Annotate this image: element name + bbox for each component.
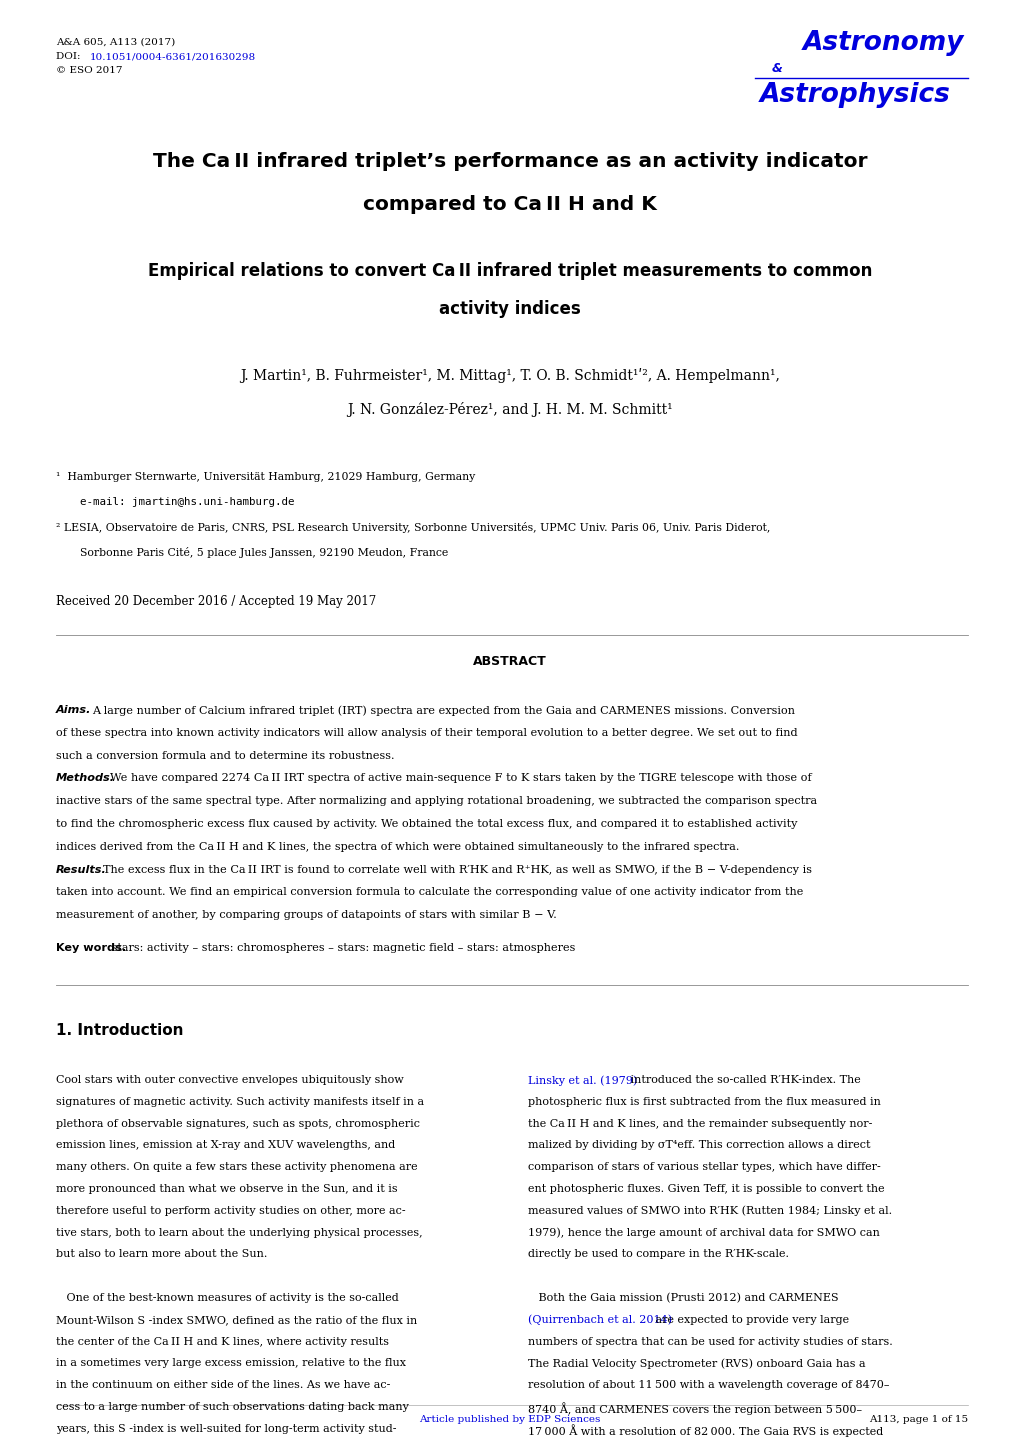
Text: 17 000 Å with a resolution of 82 000. The Gaia RVS is expected: 17 000 Å with a resolution of 82 000. Th…	[528, 1423, 882, 1436]
Text: directly be used to compare in the R′HK-scale.: directly be used to compare in the R′HK-…	[528, 1249, 789, 1259]
Text: years, this S -index is well-suited for long-term activity stud-: years, this S -index is well-suited for …	[56, 1423, 396, 1433]
Text: J. Martin¹, B. Fuhrmeister¹, M. Mittag¹, T. O. B. Schmidt¹ʹ², A. Hempelmann¹,: J. Martin¹, B. Fuhrmeister¹, M. Mittag¹,…	[239, 368, 780, 384]
Text: We have compared 2274 Ca II IRT spectra of active main-sequence F to K stars tak: We have compared 2274 Ca II IRT spectra …	[110, 773, 811, 783]
Text: therefore useful to perform activity studies on other, more ac-: therefore useful to perform activity stu…	[56, 1206, 406, 1216]
Text: The excess flux in the Ca II IRT is found to correlate well with R′HK and R⁺HK, : The excess flux in the Ca II IRT is foun…	[103, 865, 811, 875]
Text: The Radial Velocity Spectrometer (RVS) onboard Gaia has a: The Radial Velocity Spectrometer (RVS) o…	[528, 1358, 865, 1368]
Text: numbers of spectra that can be used for activity studies of stars.: numbers of spectra that can be used for …	[528, 1337, 892, 1347]
Text: compared to Ca II H and K: compared to Ca II H and K	[363, 195, 656, 213]
Text: DOI:: DOI:	[56, 52, 84, 61]
Text: such a conversion formula and to determine its robustness.: such a conversion formula and to determi…	[56, 751, 394, 760]
Text: 10.1051/0004-6361/201630298: 10.1051/0004-6361/201630298	[90, 52, 256, 61]
Text: Article published by EDP Sciences: Article published by EDP Sciences	[419, 1415, 600, 1425]
Text: Received 20 December 2016 / Accepted 19 May 2017: Received 20 December 2016 / Accepted 19 …	[56, 596, 376, 609]
Text: A113, page 1 of 15: A113, page 1 of 15	[868, 1415, 967, 1425]
Text: One of the best-known measures of activity is the so-called: One of the best-known measures of activi…	[56, 1293, 398, 1304]
Text: Empirical relations to convert Ca II infrared triplet measurements to common: Empirical relations to convert Ca II inf…	[148, 262, 871, 280]
Text: 1979), hence the large amount of archival data for SMWO can: 1979), hence the large amount of archiva…	[528, 1227, 879, 1239]
Text: the center of the Ca II H and K lines, where activity results: the center of the Ca II H and K lines, w…	[56, 1337, 388, 1347]
Text: J. N. González-Pérez¹, and J. H. M. M. Schmitt¹: J. N. González-Pérez¹, and J. H. M. M. S…	[346, 402, 673, 417]
Text: Both the Gaia mission (Prusti 2012) and CARMENES: Both the Gaia mission (Prusti 2012) and …	[528, 1293, 838, 1304]
Text: malized by dividing by σT⁴eff. This correction allows a direct: malized by dividing by σT⁴eff. This corr…	[528, 1141, 869, 1151]
Text: Results.: Results.	[56, 865, 107, 875]
Text: plethora of observable signatures, such as spots, chromospheric: plethora of observable signatures, such …	[56, 1119, 420, 1129]
Text: resolution of about 11 500 with a wavelength coverage of 8470–: resolution of about 11 500 with a wavele…	[528, 1380, 889, 1390]
Text: ² LESIA, Observatoire de Paris, CNRS, PSL Research University, Sorbonne Universi: ² LESIA, Observatoire de Paris, CNRS, PS…	[56, 522, 769, 534]
Text: Astrophysics: Astrophysics	[759, 82, 950, 108]
Text: (Quirrenbach et al. 2014): (Quirrenbach et al. 2014)	[528, 1315, 672, 1325]
Text: many others. On quite a few stars these activity phenomena are: many others. On quite a few stars these …	[56, 1162, 417, 1172]
Text: Mount-Wilson S -index SMWO, defined as the ratio of the flux in: Mount-Wilson S -index SMWO, defined as t…	[56, 1315, 417, 1325]
Text: emission lines, emission at X-ray and XUV wavelengths, and: emission lines, emission at X-ray and XU…	[56, 1141, 395, 1151]
Text: measurement of another, by comparing groups of datapoints of stars with similar : measurement of another, by comparing gro…	[56, 910, 556, 920]
Text: e-mail: jmartin@hs.uni-hamburg.de: e-mail: jmartin@hs.uni-hamburg.de	[79, 497, 294, 508]
Text: of these spectra into known activity indicators will allow analysis of their tem: of these spectra into known activity ind…	[56, 728, 797, 738]
Text: activity indices: activity indices	[439, 300, 580, 319]
Text: Sorbonne Paris Cité, 5 place Jules Janssen, 92190 Meudon, France: Sorbonne Paris Cité, 5 place Jules Janss…	[79, 547, 447, 558]
Text: stars: activity – stars: chromospheres – stars: magnetic field – stars: atmosphe: stars: activity – stars: chromospheres –…	[108, 943, 575, 953]
Text: in a sometimes very large excess emission, relative to the flux: in a sometimes very large excess emissio…	[56, 1358, 406, 1368]
Text: 8740 Å, and CARMENES covers the region between 5 500–: 8740 Å, and CARMENES covers the region b…	[528, 1402, 861, 1415]
Text: &: &	[771, 62, 783, 75]
Text: are expected to provide very large: are expected to provide very large	[651, 1315, 848, 1325]
Text: to find the chromospheric excess flux caused by activity. We obtained the total : to find the chromospheric excess flux ca…	[56, 819, 797, 829]
Text: Methods.: Methods.	[56, 773, 115, 783]
Text: ¹  Hamburger Sternwarte, Universität Hamburg, 21029 Hamburg, Germany: ¹ Hamburger Sternwarte, Universität Hamb…	[56, 472, 475, 482]
Text: © ESO 2017: © ESO 2017	[56, 66, 122, 75]
Text: Astronomy: Astronomy	[802, 30, 963, 56]
Text: Cool stars with outer convective envelopes ubiquitously show: Cool stars with outer convective envelop…	[56, 1074, 404, 1084]
Text: A large number of Calcium infrared triplet (IRT) spectra are expected from the G: A large number of Calcium infrared tripl…	[92, 705, 794, 715]
Text: but also to learn more about the Sun.: but also to learn more about the Sun.	[56, 1249, 267, 1259]
Text: photospheric flux is first subtracted from the flux measured in: photospheric flux is first subtracted fr…	[528, 1097, 880, 1107]
Text: inactive stars of the same spectral type. After normalizing and applying rotatio: inactive stars of the same spectral type…	[56, 796, 816, 806]
Text: ent photospheric fluxes. Given Teff, it is possible to convert the: ent photospheric fluxes. Given Teff, it …	[528, 1184, 883, 1194]
Text: introduced the so-called R′HK-index. The: introduced the so-called R′HK-index. The	[627, 1074, 860, 1084]
Text: indices derived from the Ca II H and K lines, the spectra of which were obtained: indices derived from the Ca II H and K l…	[56, 842, 739, 852]
Text: cess to a large number of such observations dating back many: cess to a large number of such observati…	[56, 1402, 409, 1412]
Text: ABSTRACT: ABSTRACT	[473, 655, 546, 668]
Text: signatures of magnetic activity. Such activity manifests itself in a: signatures of magnetic activity. Such ac…	[56, 1097, 424, 1107]
Text: A&A 605, A113 (2017): A&A 605, A113 (2017)	[56, 37, 175, 48]
Text: comparison of stars of various stellar types, which have differ-: comparison of stars of various stellar t…	[528, 1162, 879, 1172]
Text: 1. Introduction: 1. Introduction	[56, 1022, 183, 1038]
Text: The Ca II infrared triplet’s performance as an activity indicator: The Ca II infrared triplet’s performance…	[153, 151, 866, 172]
Text: measured values of SMWO into R′HK (Rutten 1984; Linsky et al.: measured values of SMWO into R′HK (Rutte…	[528, 1206, 892, 1217]
Text: in the continuum on either side of the lines. As we have ac-: in the continuum on either side of the l…	[56, 1380, 390, 1390]
Text: tive stars, both to learn about the underlying physical processes,: tive stars, both to learn about the unde…	[56, 1227, 422, 1237]
Text: taken into account. We find an empirical conversion formula to calculate the cor: taken into account. We find an empirical…	[56, 887, 803, 897]
Text: more pronounced than what we observe in the Sun, and it is: more pronounced than what we observe in …	[56, 1184, 397, 1194]
Text: the Ca II H and K lines, and the remainder subsequently nor-: the Ca II H and K lines, and the remaind…	[528, 1119, 871, 1129]
Text: Key words.: Key words.	[56, 943, 126, 953]
Text: Linsky et al. (1979): Linsky et al. (1979)	[528, 1074, 637, 1086]
Text: Aims.: Aims.	[56, 705, 92, 715]
